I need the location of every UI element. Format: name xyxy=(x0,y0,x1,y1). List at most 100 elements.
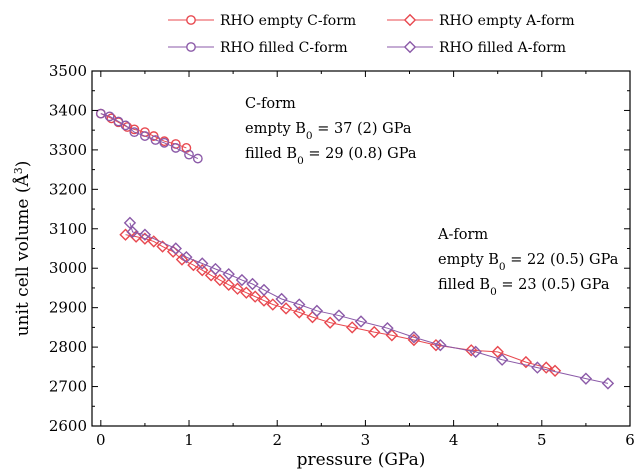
y-tick-label: 3100 xyxy=(49,220,87,238)
data-point xyxy=(196,257,209,270)
annotation-line: C-form xyxy=(245,96,296,112)
data-point xyxy=(519,355,533,369)
annotation-value: = 37 (2) GPa xyxy=(313,121,412,137)
data-point xyxy=(209,262,222,276)
annotation-text: empty B xyxy=(245,121,306,137)
annotation-text: empty B xyxy=(438,252,499,268)
legend-label: RHO filled A-form xyxy=(439,40,566,56)
data-point xyxy=(275,292,288,306)
data-point xyxy=(138,228,152,241)
data-point xyxy=(495,353,509,366)
y-tick-label: 2700 xyxy=(49,378,87,396)
annotation-value: = 29 (0.8) GPa xyxy=(304,146,417,162)
data-point xyxy=(257,294,271,307)
data-point xyxy=(180,250,193,264)
data-point xyxy=(368,325,381,339)
annotation-value: = 22 (0.5) GPa xyxy=(506,252,619,268)
data-point xyxy=(381,321,394,335)
data-point xyxy=(240,286,253,299)
data-point xyxy=(175,253,189,266)
data-point xyxy=(601,377,615,390)
data-point xyxy=(159,137,170,148)
data-point xyxy=(150,135,161,145)
legend: RHO empty C-form RHO empty A-form RHO fill… xyxy=(168,13,575,56)
data-point xyxy=(246,277,259,291)
data-point xyxy=(213,273,227,287)
x-tick-label: 2 xyxy=(272,431,282,449)
data-point xyxy=(166,245,180,258)
data-point xyxy=(323,316,337,329)
data-point xyxy=(104,111,115,122)
annotation-text: filled B xyxy=(245,146,297,162)
annotation-text: A-form xyxy=(437,227,488,243)
series-line xyxy=(100,113,199,160)
legend-item: RHO filled A-form xyxy=(387,40,566,56)
data-point xyxy=(491,345,504,359)
annotation-subscript: 0 xyxy=(306,130,313,142)
x-axis-label: pressure (GPa) xyxy=(297,450,426,470)
x-tick-label: 1 xyxy=(184,431,194,449)
legend-item: RHO filled C-form xyxy=(168,40,348,56)
annotation-line: A-form xyxy=(437,227,488,243)
data-point xyxy=(332,309,346,322)
data-point xyxy=(407,331,421,344)
data-point xyxy=(95,108,106,119)
data-point xyxy=(540,361,553,374)
data-point xyxy=(235,273,249,287)
data-point xyxy=(429,338,443,352)
data-point xyxy=(434,338,447,352)
legend-label: RHO empty C-form xyxy=(220,13,356,29)
annotation-line: empty B0 = 37 (2) GPa xyxy=(245,121,412,142)
data-point xyxy=(170,143,181,153)
data-point xyxy=(184,149,194,160)
y-tick-label: 3500 xyxy=(49,62,87,80)
data-point xyxy=(257,283,271,297)
y-tick-label: 2600 xyxy=(49,417,87,435)
data-point xyxy=(222,278,235,291)
data-point xyxy=(354,315,368,328)
data-point xyxy=(181,143,192,153)
legend-item: RHO empty C-form xyxy=(168,13,356,29)
y-tick-label: 3300 xyxy=(49,141,87,159)
data-point xyxy=(266,298,279,311)
annotation-value: = 23 (0.5) GPa xyxy=(497,277,610,293)
data-point xyxy=(469,345,482,359)
legend-label: RHO filled C-form xyxy=(220,40,348,56)
y-axis-label-main: unit cell volume (Å xyxy=(12,174,33,337)
annotation-subscript: 0 xyxy=(499,261,506,273)
annotation-subscript: 0 xyxy=(490,286,497,298)
data-point xyxy=(579,372,593,385)
annotation-subscript: 0 xyxy=(297,155,304,167)
annotation-line: empty B0 = 22 (0.5) GPa xyxy=(438,252,619,273)
y-axis-label: unit cell volume (Å3) xyxy=(12,161,34,337)
series-4 xyxy=(123,216,615,390)
data-point xyxy=(156,240,169,253)
y-axis-label-sup: 3 xyxy=(12,167,25,174)
y-tick-label: 2900 xyxy=(49,299,87,317)
annotation-line: filled B0 = 23 (0.5) GPa xyxy=(438,277,610,298)
y-axis-label-close: ) xyxy=(13,161,33,168)
x-tick-label: 3 xyxy=(361,431,371,449)
x-tick-label: 0 xyxy=(96,431,106,449)
data-point xyxy=(169,242,182,255)
legend-label: RHO empty A-form xyxy=(439,13,575,29)
data-point xyxy=(293,298,306,311)
annotation-line: filled B0 = 29 (0.8) GPa xyxy=(245,146,417,167)
data-point xyxy=(222,267,235,281)
data-point xyxy=(129,127,140,138)
series-3 xyxy=(95,108,203,164)
y-tick-label: 3400 xyxy=(49,101,87,119)
data-point xyxy=(123,216,137,230)
axis-ticks: 0 1 2 3 4 5 6 2600 2700 2800 2900 3000 3100 3200 3300 3… xyxy=(49,62,635,449)
data-point xyxy=(248,290,262,303)
data-point xyxy=(196,264,209,277)
legend-marker xyxy=(403,40,417,54)
data-point xyxy=(345,321,359,334)
annotation-text: filled B xyxy=(438,277,490,293)
data-point xyxy=(120,120,131,131)
